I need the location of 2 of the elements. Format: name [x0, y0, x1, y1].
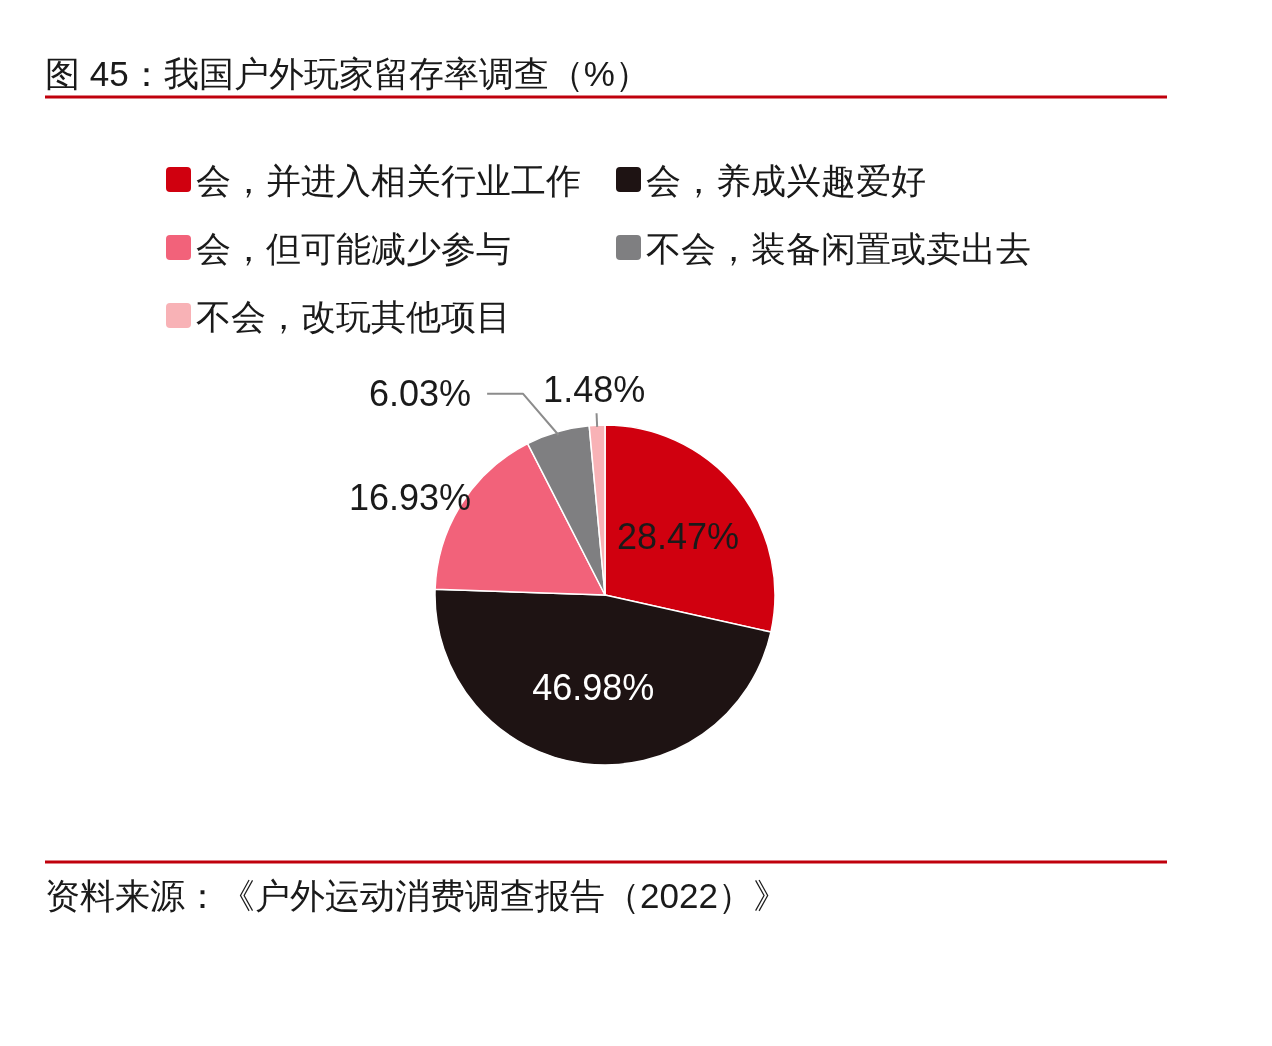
title: 图 45：我国户外玩家留存率调查（%）: [45, 54, 650, 93]
annotation: 资料来源：《户外运动消费调查报告（2022）》: [45, 876, 788, 915]
